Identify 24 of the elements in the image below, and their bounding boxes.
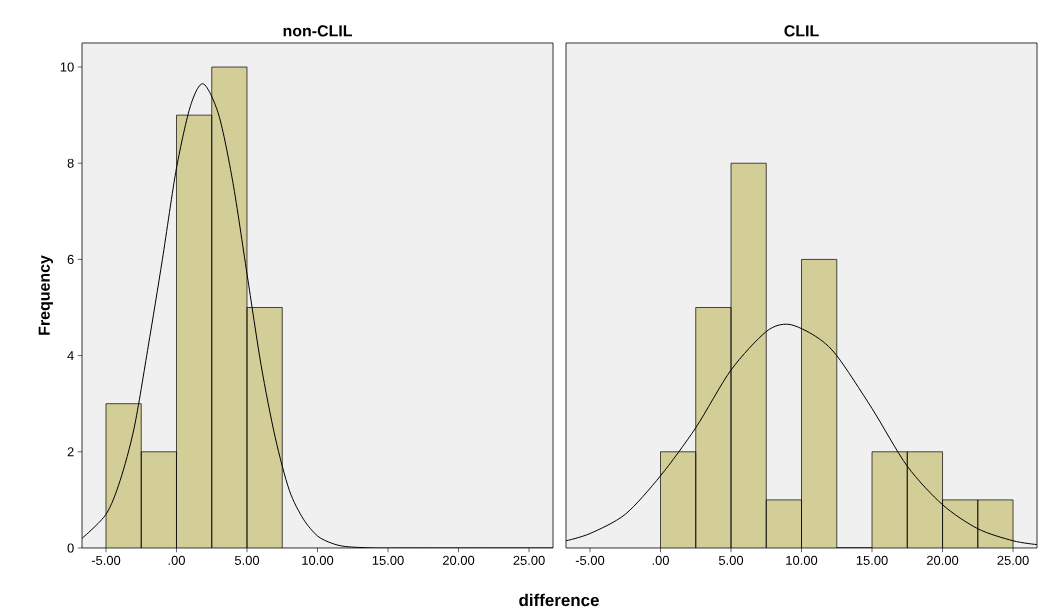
y-tick-label: 8: [67, 158, 74, 168]
x-tick-label: -5.00: [91, 555, 121, 565]
y-tick-label: 0: [67, 543, 74, 553]
x-tick-label: 15.00: [372, 555, 404, 565]
x-tick-label: 25.00: [513, 555, 545, 565]
y-tick-label: 10: [60, 62, 74, 72]
chart-title: CLIL: [784, 25, 819, 37]
x-axis-title: difference: [519, 593, 599, 607]
x-tick-label: 5.00: [234, 555, 260, 565]
chart-title: non-CLIL: [283, 25, 352, 37]
x-tick-label: 25.00: [997, 555, 1029, 565]
x-tick-label: 15.00: [856, 555, 888, 565]
x-tick-label: 10.00: [302, 555, 334, 565]
x-tick-label: .00: [168, 555, 185, 565]
y-axis-title: Frequency: [38, 255, 53, 335]
x-tick-label: -5.00: [575, 555, 605, 565]
x-tick-label: 20.00: [442, 555, 475, 565]
x-tick-label: 10.00: [786, 555, 818, 565]
y-tick-label: 2: [67, 447, 74, 457]
y-tick-label: 4: [67, 351, 74, 361]
x-tick-label: 20.00: [926, 555, 959, 565]
x-tick-label: .00: [652, 555, 669, 565]
y-tick-label: 6: [67, 254, 74, 264]
x-tick-label: 5.00: [718, 555, 744, 565]
